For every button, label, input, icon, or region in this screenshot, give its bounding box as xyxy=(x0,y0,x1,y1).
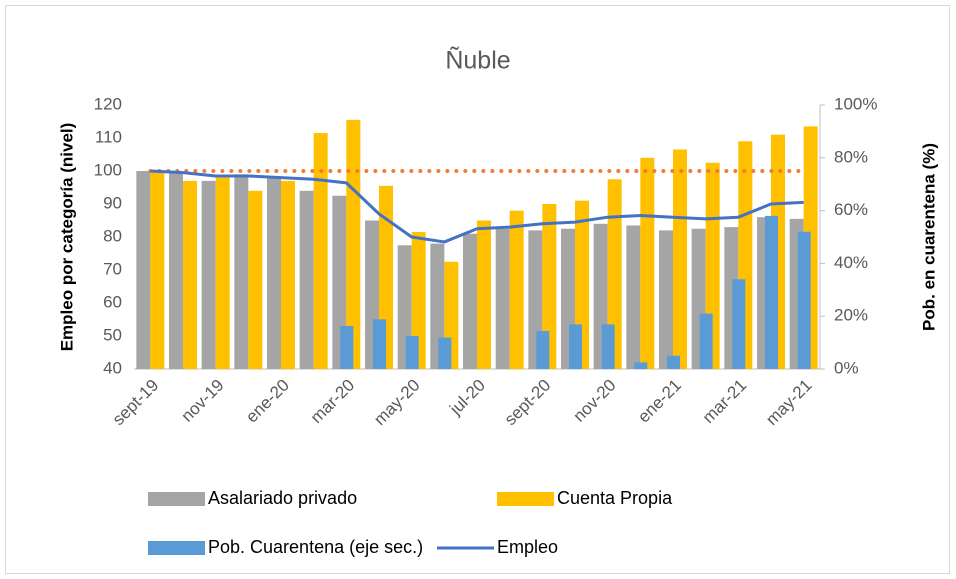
y2-tick-label: 80% xyxy=(834,147,868,166)
legend-label: Asalariado privado xyxy=(208,488,357,508)
y-tick-label: 60 xyxy=(103,292,122,311)
bar xyxy=(150,171,165,369)
bar xyxy=(281,180,295,369)
bar xyxy=(797,231,811,369)
bar xyxy=(626,225,641,369)
legend-label: Pob. Cuarentena (eje sec.) xyxy=(208,537,423,557)
bar xyxy=(536,330,550,369)
bar xyxy=(183,180,197,369)
y-tick-label: 120 xyxy=(94,94,122,113)
bar xyxy=(405,336,419,369)
bar xyxy=(340,325,354,369)
bar xyxy=(201,180,216,369)
bar xyxy=(136,171,151,369)
bar xyxy=(313,133,328,369)
bar xyxy=(332,195,347,369)
bar xyxy=(667,355,680,369)
y2-tick-label: 20% xyxy=(834,306,868,325)
y-tick-label: 50 xyxy=(103,325,122,344)
y-tick-label: 40 xyxy=(103,358,122,377)
bar xyxy=(248,190,263,369)
y-tick-label: 80 xyxy=(103,226,122,245)
bar xyxy=(509,210,524,369)
y2-tick-label: 40% xyxy=(834,253,868,272)
legend-swatch xyxy=(148,492,205,506)
bar xyxy=(234,174,249,369)
bar xyxy=(373,319,386,369)
bar xyxy=(299,190,314,369)
legend-label: Cuenta Propia xyxy=(557,488,673,508)
bar xyxy=(601,324,615,369)
bar xyxy=(699,313,713,369)
y-axis-title: Empleo por categoría (nivel) xyxy=(57,123,76,352)
bar xyxy=(215,177,230,369)
legend-label: Empleo xyxy=(497,537,558,557)
y-tick-label: 100 xyxy=(94,160,122,179)
bar xyxy=(346,119,361,369)
bar xyxy=(634,362,648,369)
y2-tick-label: 60% xyxy=(834,200,868,219)
legend-swatch xyxy=(497,492,554,506)
y2-tick-label: 100% xyxy=(834,94,877,113)
bar xyxy=(477,220,491,369)
bar xyxy=(640,157,655,369)
bar xyxy=(765,215,778,369)
bar xyxy=(673,149,687,369)
bar xyxy=(438,337,452,369)
legend-swatch xyxy=(148,541,205,555)
y2-tick-label: 0% xyxy=(834,358,859,377)
bar xyxy=(463,233,477,369)
y-tick-label: 70 xyxy=(103,259,122,278)
bar xyxy=(495,228,510,369)
bar xyxy=(607,179,622,369)
line xyxy=(150,169,804,244)
y-tick-label: 90 xyxy=(103,193,122,212)
bar xyxy=(169,172,183,369)
bar xyxy=(542,204,557,369)
bar xyxy=(569,324,582,369)
bar xyxy=(732,279,746,369)
y-tick-label: 110 xyxy=(95,127,122,146)
y2-axis-title: Pob. en cuarentena (%) xyxy=(919,143,938,331)
bar xyxy=(267,177,281,369)
bar xyxy=(659,230,673,369)
bar xyxy=(411,232,426,369)
chart-title: Ñuble xyxy=(445,46,510,75)
